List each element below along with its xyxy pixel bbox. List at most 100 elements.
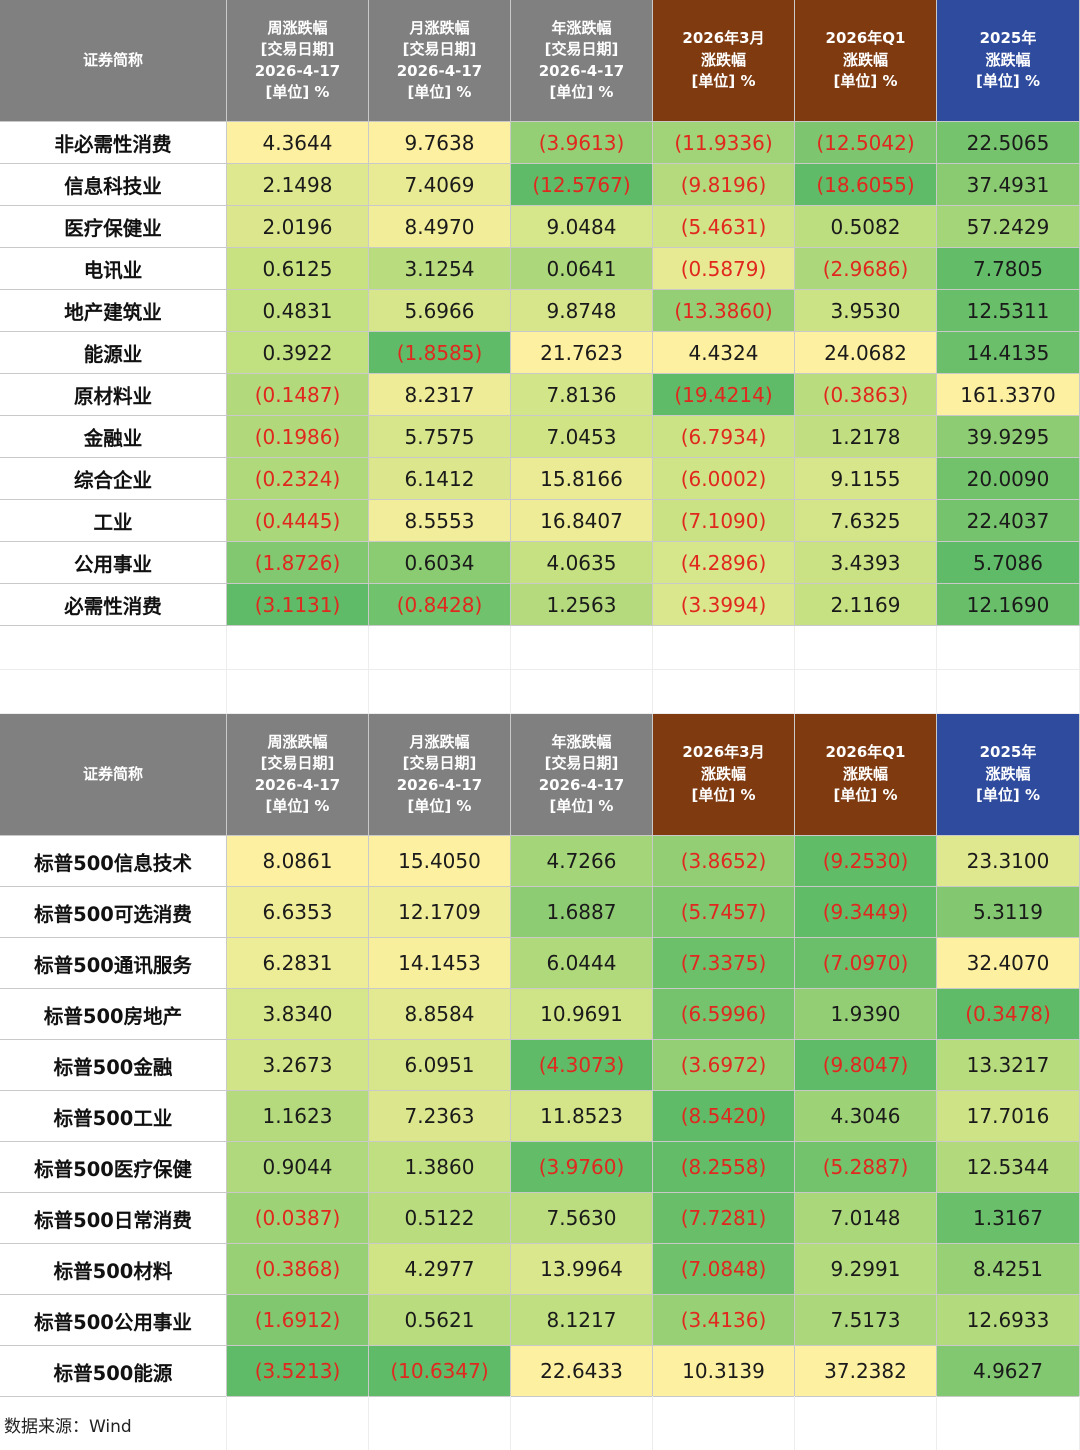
value-cell-mar-2026-change[interactable]: (3.3994) (653, 584, 795, 626)
column-header-name[interactable]: 证券简称 (0, 0, 227, 122)
value-cell-weekly-change[interactable]: 6.6353 (227, 887, 369, 938)
value-cell-mar-2026-change[interactable]: (13.3860) (653, 290, 795, 332)
sector-name-cell[interactable]: 信息科技业 (0, 164, 227, 206)
column-header-mar-2026-change[interactable]: 2026年3月 涨跌幅 [单位] % (653, 0, 795, 122)
value-cell-q1-2026-change[interactable]: 4.3046 (795, 1091, 937, 1142)
sector-name-cell[interactable]: 综合企业 (0, 458, 227, 500)
value-cell-q1-2026-change[interactable]: 7.0148 (795, 1193, 937, 1244)
value-cell-year-2025-change[interactable]: 23.3100 (937, 836, 1080, 887)
value-cell-ytd-change[interactable]: 13.9964 (511, 1244, 653, 1295)
value-cell-weekly-change[interactable]: 1.1623 (227, 1091, 369, 1142)
value-cell-mar-2026-change[interactable]: (7.1090) (653, 500, 795, 542)
value-cell-year-2025-change[interactable]: 13.3217 (937, 1040, 1080, 1091)
value-cell-mar-2026-change[interactable]: (8.2558) (653, 1142, 795, 1193)
sector-name-cell[interactable]: 地产建筑业 (0, 290, 227, 332)
column-header-q1-2026-change[interactable]: 2026年Q1 涨跌幅 [单位] % (795, 0, 937, 122)
sector-name-cell[interactable]: 标普500信息技术 (0, 836, 227, 887)
value-cell-mar-2026-change[interactable]: (19.4214) (653, 374, 795, 416)
value-cell-monthly-change[interactable]: 3.1254 (369, 248, 511, 290)
value-cell-mar-2026-change[interactable]: (0.5879) (653, 248, 795, 290)
empty-cell[interactable] (511, 626, 653, 670)
sector-name-cell[interactable]: 标普500能源 (0, 1346, 227, 1397)
value-cell-ytd-change[interactable]: 10.9691 (511, 989, 653, 1040)
value-cell-ytd-change[interactable]: 1.6887 (511, 887, 653, 938)
value-cell-monthly-change[interactable]: (0.8428) (369, 584, 511, 626)
sector-name-cell[interactable]: 原材料业 (0, 374, 227, 416)
value-cell-year-2025-change[interactable]: 5.7086 (937, 542, 1080, 584)
value-cell-year-2025-change[interactable]: 12.5311 (937, 290, 1080, 332)
column-header-monthly-change[interactable]: 月涨跌幅 [交易日期] 2026-4-17 [单位] % (369, 0, 511, 122)
column-header-mar-2026-change[interactable]: 2026年3月 涨跌幅 [单位] % (653, 714, 795, 836)
value-cell-q1-2026-change[interactable]: 24.0682 (795, 332, 937, 374)
value-cell-mar-2026-change[interactable]: (11.9336) (653, 122, 795, 164)
value-cell-weekly-change[interactable]: 3.2673 (227, 1040, 369, 1091)
value-cell-ytd-change[interactable]: 4.0635 (511, 542, 653, 584)
value-cell-ytd-change[interactable]: 22.6433 (511, 1346, 653, 1397)
value-cell-monthly-change[interactable]: (1.8585) (369, 332, 511, 374)
value-cell-q1-2026-change[interactable]: 37.2382 (795, 1346, 937, 1397)
value-cell-monthly-change[interactable]: 7.4069 (369, 164, 511, 206)
value-cell-mar-2026-change[interactable]: (5.7457) (653, 887, 795, 938)
value-cell-q1-2026-change[interactable]: (12.5042) (795, 122, 937, 164)
value-cell-monthly-change[interactable]: 5.7575 (369, 416, 511, 458)
value-cell-weekly-change[interactable]: 3.8340 (227, 989, 369, 1040)
value-cell-monthly-change[interactable]: 8.4970 (369, 206, 511, 248)
value-cell-q1-2026-change[interactable]: 1.9390 (795, 989, 937, 1040)
value-cell-ytd-change[interactable]: (12.5767) (511, 164, 653, 206)
value-cell-weekly-change[interactable]: (0.4445) (227, 500, 369, 542)
empty-cell[interactable] (795, 670, 937, 714)
value-cell-year-2025-change[interactable]: 57.2429 (937, 206, 1080, 248)
value-cell-monthly-change[interactable]: 4.2977 (369, 1244, 511, 1295)
value-cell-monthly-change[interactable]: 14.1453 (369, 938, 511, 989)
value-cell-year-2025-change[interactable]: 1.3167 (937, 1193, 1080, 1244)
value-cell-monthly-change[interactable]: 5.6966 (369, 290, 511, 332)
value-cell-q1-2026-change[interactable]: (9.8047) (795, 1040, 937, 1091)
value-cell-ytd-change[interactable]: (4.3073) (511, 1040, 653, 1091)
value-cell-weekly-change[interactable]: (0.1487) (227, 374, 369, 416)
sector-name-cell[interactable]: 标普500房地产 (0, 989, 227, 1040)
value-cell-year-2025-change[interactable]: (0.3478) (937, 989, 1080, 1040)
value-cell-monthly-change[interactable]: 9.7638 (369, 122, 511, 164)
empty-cell[interactable] (511, 670, 653, 714)
value-cell-year-2025-change[interactable]: 161.3370 (937, 374, 1080, 416)
value-cell-year-2025-change[interactable]: 37.4931 (937, 164, 1080, 206)
column-header-weekly-change[interactable]: 周涨跌幅 [交易日期] 2026-4-17 [单位] % (227, 714, 369, 836)
value-cell-ytd-change[interactable]: 21.7623 (511, 332, 653, 374)
value-cell-mar-2026-change[interactable]: (7.7281) (653, 1193, 795, 1244)
value-cell-weekly-change[interactable]: 4.3644 (227, 122, 369, 164)
empty-cell[interactable] (937, 670, 1080, 714)
sector-name-cell[interactable]: 医疗保健业 (0, 206, 227, 248)
value-cell-mar-2026-change[interactable]: 4.4324 (653, 332, 795, 374)
value-cell-q1-2026-change[interactable]: (0.3863) (795, 374, 937, 416)
value-cell-mar-2026-change[interactable]: (6.0002) (653, 458, 795, 500)
value-cell-ytd-change[interactable]: 7.8136 (511, 374, 653, 416)
value-cell-mar-2026-change[interactable]: (3.6972) (653, 1040, 795, 1091)
value-cell-monthly-change[interactable]: 0.6034 (369, 542, 511, 584)
sector-name-cell[interactable]: 工业 (0, 500, 227, 542)
empty-cell[interactable] (369, 626, 511, 670)
value-cell-year-2025-change[interactable]: 8.4251 (937, 1244, 1080, 1295)
value-cell-year-2025-change[interactable]: 7.7805 (937, 248, 1080, 290)
value-cell-year-2025-change[interactable]: 14.4135 (937, 332, 1080, 374)
value-cell-monthly-change[interactable]: 0.5122 (369, 1193, 511, 1244)
value-cell-mar-2026-change[interactable]: (3.4136) (653, 1295, 795, 1346)
value-cell-monthly-change[interactable]: (10.6347) (369, 1346, 511, 1397)
value-cell-ytd-change[interactable]: 7.0453 (511, 416, 653, 458)
sector-name-cell[interactable]: 电讯业 (0, 248, 227, 290)
value-cell-monthly-change[interactable]: 8.8584 (369, 989, 511, 1040)
value-cell-mar-2026-change[interactable]: (7.0848) (653, 1244, 795, 1295)
value-cell-q1-2026-change[interactable]: (7.0970) (795, 938, 937, 989)
sector-name-cell[interactable]: 非必需性消费 (0, 122, 227, 164)
value-cell-q1-2026-change[interactable]: 9.2991 (795, 1244, 937, 1295)
value-cell-ytd-change[interactable]: 11.8523 (511, 1091, 653, 1142)
value-cell-weekly-change[interactable]: 0.4831 (227, 290, 369, 332)
empty-cell[interactable] (653, 670, 795, 714)
value-cell-year-2025-change[interactable]: 4.9627 (937, 1346, 1080, 1397)
empty-cell[interactable] (937, 626, 1080, 670)
value-cell-ytd-change[interactable]: 16.8407 (511, 500, 653, 542)
value-cell-mar-2026-change[interactable]: (4.2896) (653, 542, 795, 584)
value-cell-weekly-change[interactable]: (1.8726) (227, 542, 369, 584)
value-cell-q1-2026-change[interactable]: 3.9530 (795, 290, 937, 332)
value-cell-monthly-change[interactable]: 6.1412 (369, 458, 511, 500)
value-cell-ytd-change[interactable]: 4.7266 (511, 836, 653, 887)
